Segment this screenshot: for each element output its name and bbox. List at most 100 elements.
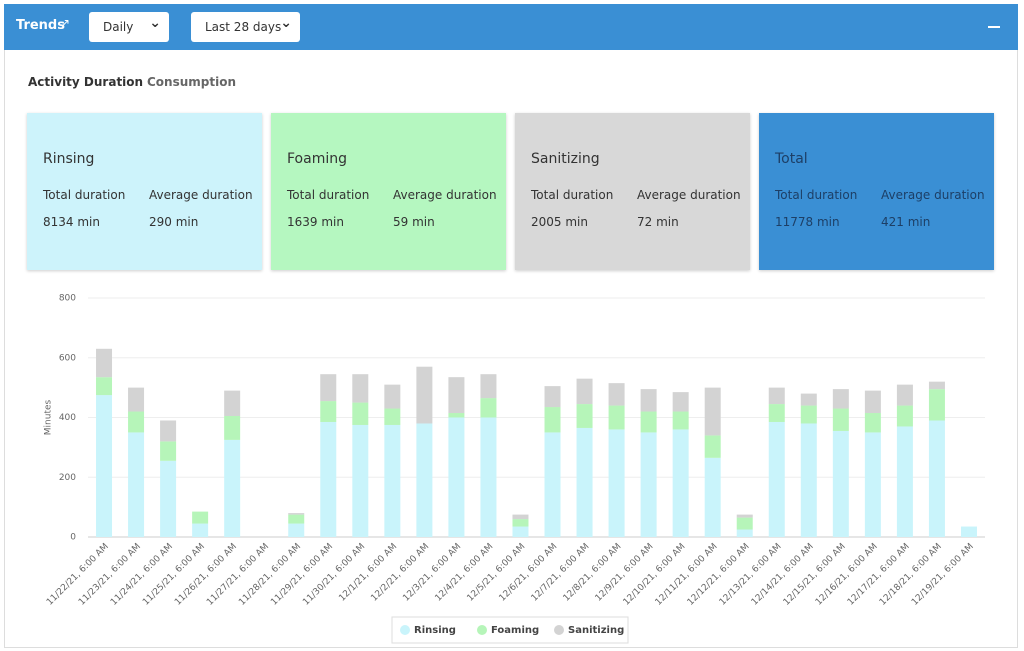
bar-segment bbox=[128, 411, 145, 433]
tab[interactable]: Consumption bbox=[147, 75, 237, 89]
bar-segment bbox=[384, 384, 401, 409]
bar-segment bbox=[928, 389, 945, 421]
header: Trends ↗ Daily Last 28 days bbox=[4, 4, 1018, 50]
card-value: 72 min bbox=[637, 215, 679, 229]
tab[interactable]: Activity Duration bbox=[28, 75, 144, 89]
card-label: Total duration bbox=[775, 188, 858, 202]
stat-card: Rinsing Total duration Average duration 813… bbox=[27, 113, 262, 270]
card-title: Foaming bbox=[287, 151, 347, 167]
bar-segment bbox=[224, 416, 241, 440]
bar-segment bbox=[832, 389, 849, 409]
bar-segment bbox=[960, 526, 977, 537]
bar-segment bbox=[672, 392, 689, 412]
bar-segment bbox=[352, 402, 369, 425]
bar-segment bbox=[384, 408, 401, 425]
bar-segment bbox=[288, 513, 305, 515]
bar-segment bbox=[160, 441, 177, 461]
card-value: 421 min bbox=[881, 215, 931, 229]
x-tick-label: 11/22/21, 6:00 AM bbox=[45, 542, 111, 608]
bar-segment bbox=[800, 393, 817, 406]
bar-segment bbox=[896, 426, 913, 537]
bar-segment bbox=[640, 411, 657, 433]
x-tick-label: 12/4/21, 6:00 AM bbox=[434, 542, 496, 604]
bar-segment bbox=[768, 387, 785, 405]
select[interactable]: Last 28 days bbox=[191, 8, 300, 42]
bar-segment bbox=[640, 389, 657, 412]
bar-segment bbox=[544, 432, 561, 537]
bar-segment bbox=[384, 424, 401, 537]
bar-segment bbox=[512, 526, 529, 537]
bar-segment bbox=[800, 405, 817, 424]
x-tick-label: 11/27/21, 6:00 AM bbox=[205, 542, 271, 608]
bar-segment bbox=[608, 429, 625, 537]
bar-segment bbox=[704, 457, 721, 537]
card-title: Rinsing bbox=[43, 151, 95, 167]
bar-segment bbox=[288, 523, 305, 537]
x-tick-label: 12/3/21, 6:00 AM bbox=[401, 542, 463, 604]
card-title: Sanitizing bbox=[531, 151, 600, 167]
bar-segment bbox=[128, 387, 145, 412]
card-value: 1639 min bbox=[287, 215, 344, 229]
bar-segment bbox=[480, 417, 497, 537]
stat-card: Sanitizing Total duration Average duration… bbox=[515, 113, 750, 270]
collapse-button[interactable] bbox=[988, 26, 1000, 28]
x-tick-label: 11/26/21, 6:00 AM bbox=[173, 542, 239, 608]
bar-segment bbox=[736, 529, 753, 537]
legend-label: Rinsing bbox=[414, 625, 456, 636]
bar-segment bbox=[96, 377, 113, 396]
bar-segment bbox=[608, 383, 625, 406]
stat-card: Total Total duration Average duration 11778… bbox=[759, 113, 994, 270]
bar-segment bbox=[768, 421, 785, 537]
bar-segment bbox=[832, 430, 849, 537]
x-tick-label: 12/7/21, 6:00 AM bbox=[530, 542, 592, 604]
bar-segment bbox=[672, 429, 689, 537]
header-title[interactable]: Trends bbox=[16, 18, 65, 33]
bar-segment bbox=[224, 439, 241, 537]
bar-segment bbox=[448, 413, 465, 418]
x-tick-label: 12/16/21, 6:00 AM bbox=[814, 542, 880, 608]
select[interactable]: Daily bbox=[89, 8, 169, 42]
bar-segment bbox=[480, 398, 497, 418]
bar-segment bbox=[928, 420, 945, 537]
bar-segment bbox=[416, 423, 433, 537]
legend-swatch bbox=[554, 625, 564, 635]
card-value: 8134 min bbox=[43, 215, 100, 229]
legend-label: Sanitizing bbox=[568, 625, 624, 636]
card-label: Average duration bbox=[393, 188, 497, 202]
bar-segment bbox=[704, 387, 721, 436]
x-tick-label: 12/15/21, 6:00 AM bbox=[782, 542, 848, 608]
card-value: 290 min bbox=[149, 215, 199, 229]
x-tick-label: 11/29/21, 6:00 AM bbox=[269, 542, 335, 608]
bar-segment bbox=[448, 417, 465, 537]
card-label: Total duration bbox=[287, 188, 370, 202]
bar-segment bbox=[896, 405, 913, 427]
legend-swatch bbox=[400, 625, 410, 635]
bar-segment bbox=[480, 374, 497, 399]
x-tick-label: 12/5/21, 6:00 AM bbox=[466, 542, 528, 604]
bar-segment bbox=[864, 432, 881, 537]
card-label: Average duration bbox=[149, 188, 253, 202]
card-label: Average duration bbox=[881, 188, 985, 202]
card-title: Total bbox=[775, 151, 808, 167]
bar-segment bbox=[96, 395, 113, 537]
x-tick-label: 11/28/21, 6:00 AM bbox=[237, 542, 303, 608]
bar-segment bbox=[512, 519, 529, 527]
legend-box bbox=[391, 616, 629, 644]
bar-segment bbox=[128, 432, 145, 537]
bar-segment bbox=[224, 390, 241, 417]
bar-segment bbox=[416, 366, 433, 424]
bar-segment bbox=[640, 432, 657, 537]
external-icon[interactable]: ↗ bbox=[60, 16, 71, 30]
bar-segment bbox=[448, 377, 465, 414]
stat-card: Foaming Total duration Average duration 163… bbox=[271, 113, 506, 270]
bar-segment bbox=[352, 374, 369, 403]
x-tick-label: 12/17/21, 6:00 AM bbox=[846, 542, 912, 608]
x-tick-label: 12/9/21, 6:00 AM bbox=[594, 542, 656, 604]
x-tick-label: 11/30/21, 6:00 AM bbox=[301, 542, 367, 608]
bar-segment bbox=[160, 460, 177, 537]
x-tick-label: 12/2/21, 6:00 AM bbox=[369, 542, 431, 604]
bar-segment bbox=[96, 348, 113, 378]
card-label: Total duration bbox=[531, 188, 614, 202]
y-tick-label: 400 bbox=[59, 413, 76, 423]
